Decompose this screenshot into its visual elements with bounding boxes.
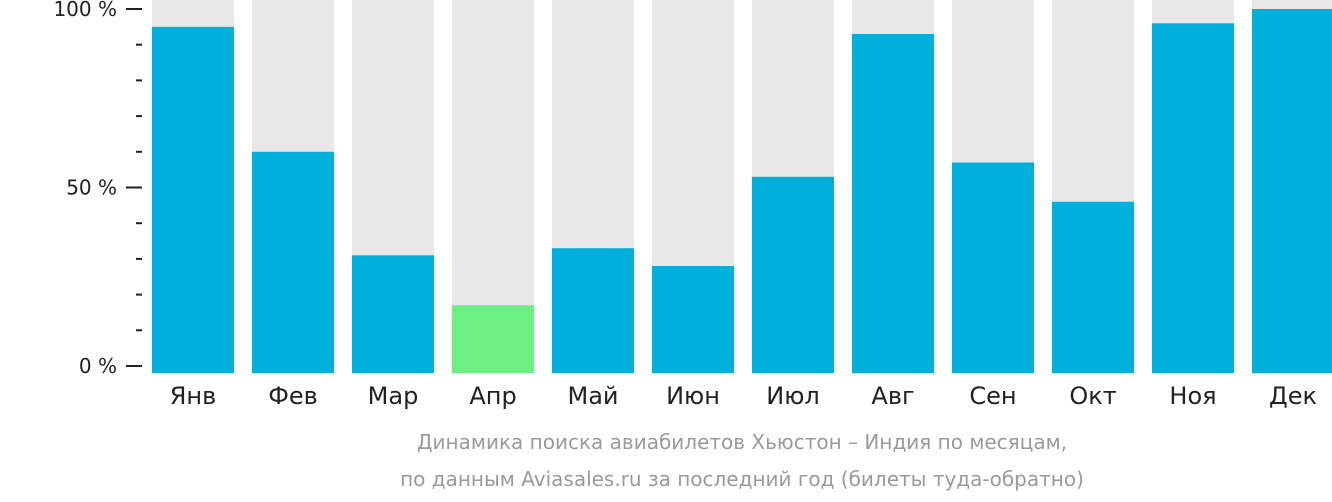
bar (1252, 9, 1332, 373)
x-category-label: Дек (1269, 382, 1317, 410)
x-category-label: Авг (871, 382, 914, 410)
bar (352, 255, 434, 373)
bar (752, 176, 834, 373)
x-category-label: Окт (1069, 382, 1116, 410)
x-category-label: Янв (170, 382, 217, 410)
chart-caption-line-2: по данным Aviasales.ru за последний год … (400, 467, 1084, 491)
bar (452, 305, 534, 373)
x-category-label: Фев (268, 382, 318, 410)
y-tick-label: 100 % (53, 0, 117, 21)
y-tick-label: 0 % (79, 354, 117, 378)
x-category-label: Июн (666, 382, 720, 410)
bar (1052, 201, 1134, 373)
x-category-label: Май (567, 382, 618, 410)
bar (952, 162, 1034, 373)
bar-chart: 0 % 50 % 100 % Янв Фев Мар Апр Май Июн Июл Авг Сен О… (53, 0, 1332, 410)
x-category-label: Ноя (1169, 382, 1216, 410)
chart-caption-line-1: Динамика поиска авиабилетов Хьюстон – Ин… (416, 430, 1068, 454)
x-category-label: Мар (368, 382, 419, 410)
x-category-label: Сен (969, 382, 1016, 410)
bar (152, 26, 234, 373)
bar (852, 33, 934, 374)
x-category-label: Апр (469, 382, 516, 410)
x-category-label: Июл (766, 382, 820, 410)
y-tick-label: 50 % (66, 176, 117, 200)
bar (252, 151, 334, 373)
bar (552, 248, 634, 373)
bar (652, 266, 734, 373)
bar (1152, 23, 1234, 374)
